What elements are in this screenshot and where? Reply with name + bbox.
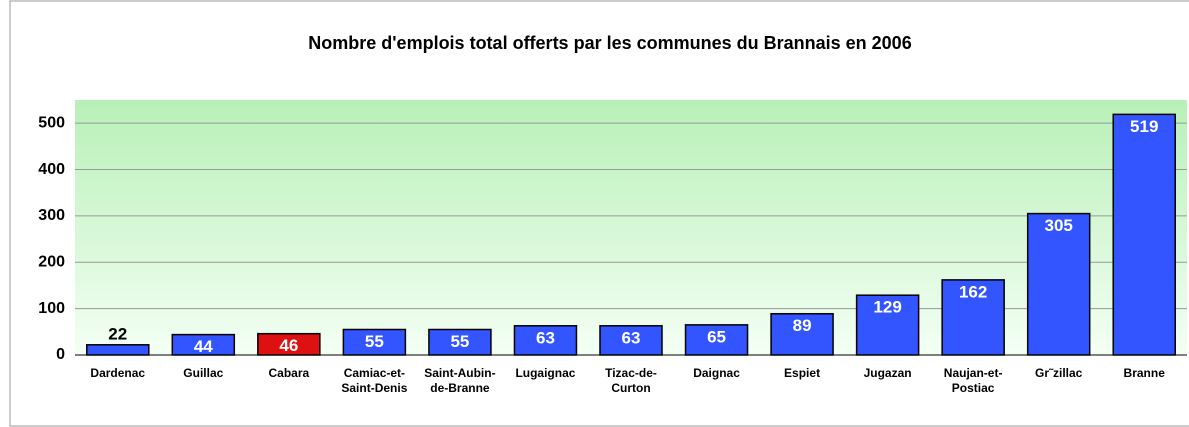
value-label: 89: [793, 316, 812, 335]
bar: [1026, 212, 1091, 356]
chart-title: Nombre d'emplois total offerts par les c…: [308, 33, 911, 53]
value-label: 162: [959, 282, 987, 301]
value-label: 519: [1130, 117, 1158, 136]
x-tick-label: Naujan-et-Postiac: [943, 366, 1003, 395]
value-label: 63: [622, 328, 641, 347]
bar: [171, 333, 236, 356]
x-tick-label: Guillac: [183, 366, 224, 380]
bar: [513, 325, 578, 356]
x-tick-label: Saint-Aubin-de-Branne: [424, 366, 496, 395]
bar: [342, 328, 407, 356]
x-tick-label: Camiac-et-Saint-Denis: [341, 366, 408, 395]
value-label: 46: [279, 336, 298, 355]
x-tick-label: Dardenac: [90, 366, 146, 380]
bar: [257, 332, 321, 356]
value-label: 305: [1045, 216, 1073, 235]
value-label: 44: [194, 337, 213, 356]
x-tick-label: Branne: [1123, 366, 1165, 380]
value-label: 55: [450, 332, 469, 351]
value-label: 55: [365, 332, 384, 351]
bar: [86, 344, 150, 356]
y-tick-label: 200: [38, 253, 65, 270]
plot-area: [75, 100, 1187, 355]
x-tick-label: Daignac: [693, 366, 740, 380]
x-tick-label: Lugaignac: [515, 366, 576, 380]
bar: [428, 328, 492, 356]
x-tick-label: Cabara: [268, 366, 310, 380]
bar: [941, 279, 1005, 356]
y-tick-label: 0: [56, 346, 65, 363]
y-tick-label: 300: [38, 207, 65, 224]
bar: [599, 325, 663, 356]
y-tick-label: 500: [38, 114, 65, 131]
bar: [770, 312, 834, 356]
bar: [1112, 113, 1176, 356]
value-label: 65: [707, 327, 726, 346]
bar: [684, 324, 749, 356]
bar: [855, 294, 920, 356]
x-tick-label: Espiet: [784, 366, 821, 380]
value-label: 22: [108, 324, 127, 343]
x-tick-label: Gr˜zillac: [1035, 366, 1083, 380]
y-tick-label: 400: [38, 161, 65, 178]
value-label: 129: [873, 298, 901, 317]
y-tick-label: 100: [38, 300, 65, 317]
x-tick-label: Tizac-de-Curton: [605, 366, 657, 395]
x-tick-label: Jugazan: [863, 366, 912, 380]
value-label: 63: [536, 328, 555, 347]
